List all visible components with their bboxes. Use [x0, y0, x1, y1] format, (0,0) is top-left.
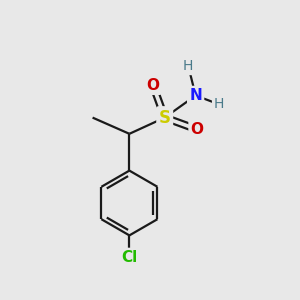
Text: S: S [159, 109, 171, 127]
Text: H: H [214, 98, 224, 111]
Text: Cl: Cl [121, 250, 137, 265]
Text: O: O [146, 78, 159, 93]
Text: N: N [189, 88, 202, 103]
Text: H: H [183, 59, 194, 73]
Text: O: O [190, 122, 204, 137]
